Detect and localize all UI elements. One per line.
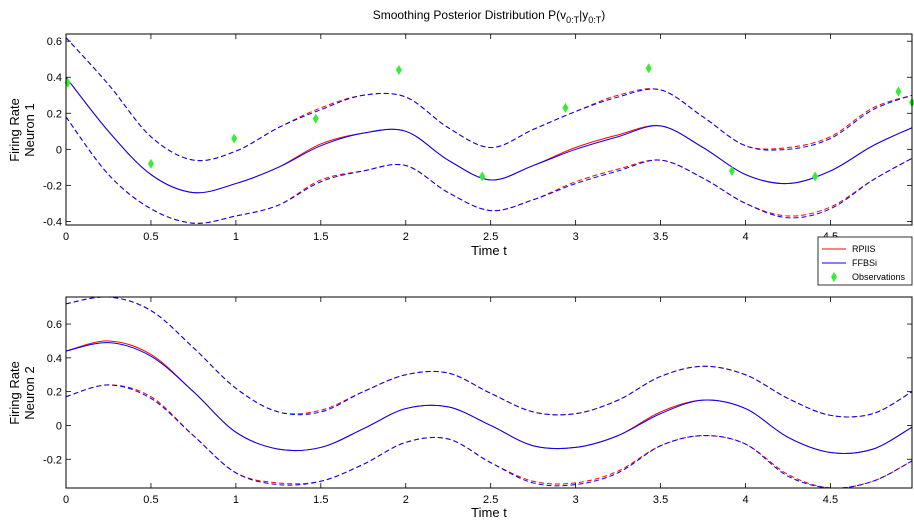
x-tick-label: 0.5	[143, 231, 158, 243]
y-tick-label: -0.2	[43, 180, 62, 192]
panel-neuron-1: 00.511.522.533.544.5-0.4-0.200.20.40.6 T…	[7, 33, 914, 258]
x-tick-label: 0	[63, 231, 69, 243]
x-tick-label: 3.5	[653, 494, 668, 506]
series-line-rpiis-lower	[66, 384, 912, 488]
top-plot-marks	[64, 37, 914, 224]
observation-point	[895, 86, 902, 97]
x-tick-label: 1	[233, 231, 239, 243]
observation-point	[147, 158, 154, 169]
observation-point	[562, 102, 569, 113]
x-tick-label: 2.5	[483, 494, 498, 506]
legend: RPIIS FFBSi Observations	[817, 236, 913, 286]
series-line-ffbsi-lower	[66, 116, 912, 224]
series-line-ffbsi	[66, 342, 912, 454]
x-tick-label: 0.5	[143, 494, 158, 506]
observation-point	[728, 165, 735, 176]
x-tick-label: 2	[403, 231, 409, 243]
x-tick-label: 4	[742, 494, 748, 506]
x-tick-label: 2	[403, 494, 409, 506]
y-tick-label: -0.4	[43, 216, 62, 228]
legend-swatch-observations	[831, 272, 837, 282]
x-tick-label: 3	[573, 494, 579, 506]
y-tick-label: 0.6	[47, 319, 62, 331]
x-tick-label: 3.5	[653, 231, 668, 243]
top-plot-frame	[65, 33, 913, 226]
figure-title: Smoothing Posterior Distribution P(v0:T|…	[373, 8, 606, 25]
x-tick-label: 4.5	[823, 494, 838, 506]
top-y-axis-label-line1: Firing Rate	[7, 98, 22, 162]
x-tick-label: 3	[573, 231, 579, 243]
legend-label-ffbsi: FFBSi	[852, 258, 877, 268]
series-line-rpiis-lower	[66, 116, 912, 224]
series-line-ffbsi-upper	[66, 37, 912, 162]
y-tick-label: 0.4	[47, 353, 62, 365]
series-line-rpiis-upper	[66, 37, 912, 162]
y-tick-label: 0.2	[47, 108, 62, 120]
x-tick-label: 1.5	[313, 231, 328, 243]
observation-point	[645, 63, 652, 74]
y-tick-label: -0.2	[43, 454, 62, 466]
top-x-axis-label: Time t	[471, 243, 507, 258]
bottom-axis-ticks: 0 0.5 1 1.5 2 2.5 3 3.5 4 4.5 -0.2 0 0.2 0.4 0.6	[43, 297, 912, 506]
series-line-ffbsi-upper	[66, 297, 912, 418]
x-tick-label: 1.5	[313, 494, 328, 506]
bottom-y-axis-label-line1: Firing Rate	[7, 361, 22, 425]
top-axis-ticks: 00.511.522.533.544.5-0.4-0.200.20.40.6	[43, 34, 912, 243]
observation-point	[231, 133, 238, 144]
x-tick-label: 1	[233, 494, 239, 506]
series-line-ffbsi-lower	[66, 384, 912, 488]
y-tick-label: 0	[56, 420, 62, 432]
bottom-x-axis-label: Time t	[471, 505, 507, 520]
series-line-rpiis-upper	[66, 297, 912, 418]
bottom-plot-marks	[66, 297, 912, 488]
top-y-axis-label-line2: Neuron 1	[22, 103, 37, 156]
observation-point	[395, 65, 402, 76]
series-line-ffbsi	[66, 76, 912, 194]
observation-point	[479, 171, 486, 182]
y-tick-label: 0.4	[47, 72, 62, 84]
observation-point	[312, 113, 319, 124]
observation-point	[812, 171, 819, 182]
x-tick-label: 0	[63, 494, 69, 506]
y-tick-label: 0.2	[47, 387, 62, 399]
bottom-y-axis-label-line2: Neuron 2	[22, 366, 37, 419]
legend-label-observations: Observations	[852, 272, 906, 282]
series-line-rpiis	[66, 76, 912, 194]
x-tick-label: 2.5	[483, 231, 498, 243]
legend-label-rpiis: RPIIS	[852, 244, 876, 254]
y-tick-label: 0.6	[47, 36, 62, 48]
y-tick-label: 0	[56, 144, 62, 156]
x-tick-label: 4	[742, 231, 748, 243]
bottom-plot-frame	[65, 296, 913, 489]
panel-neuron-2: 0 0.5 1 1.5 2 2.5 3 3.5 4 4.5 -0.2 0 0.2 0.4 0.6 Time …	[7, 296, 913, 520]
